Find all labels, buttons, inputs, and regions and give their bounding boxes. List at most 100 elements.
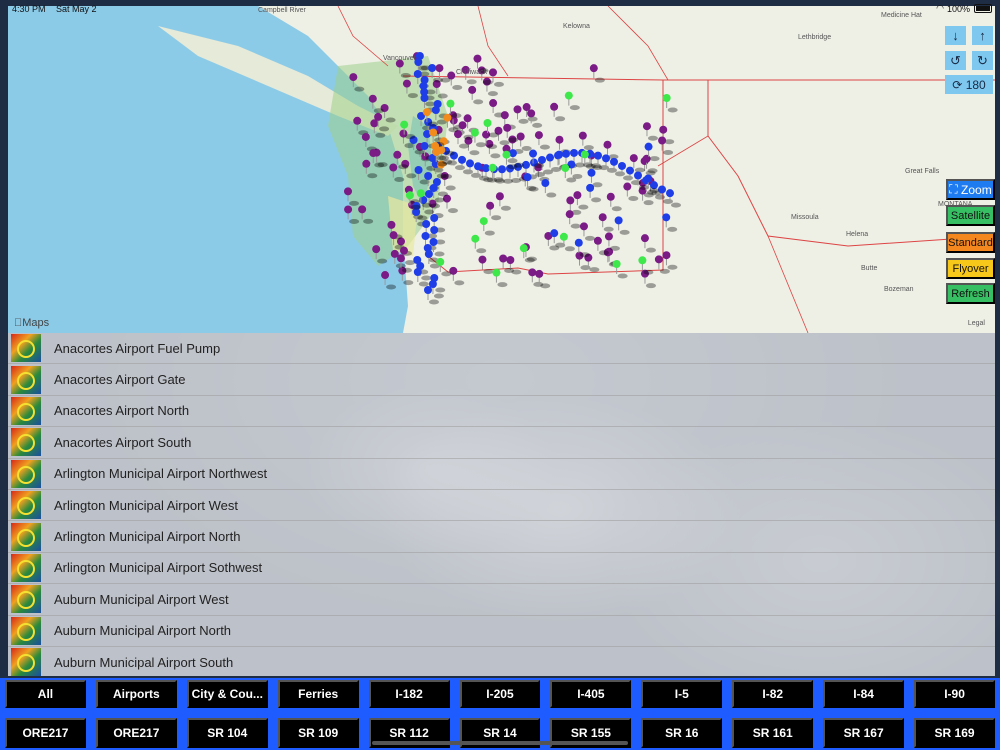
map-pin bbox=[461, 65, 477, 85]
map-pin bbox=[361, 132, 377, 152]
tab-sr-169[interactable]: SR 169 bbox=[914, 718, 995, 748]
map-pin bbox=[640, 234, 656, 253]
bc-region-border-2 bbox=[477, 6, 509, 77]
map-pin bbox=[458, 121, 474, 140]
map-pin bbox=[429, 184, 445, 203]
map-view[interactable]: Campbell River Kelowna Vancouver Chilliw… bbox=[8, 6, 995, 333]
map-pin bbox=[416, 189, 432, 208]
list-item[interactable]: Arlington Municipal Airport Sothwest bbox=[8, 552, 995, 585]
rotate-left-button[interactable]: ↺ bbox=[945, 51, 966, 70]
map-pin bbox=[606, 192, 622, 212]
map-canvas[interactable] bbox=[8, 6, 995, 333]
rotate-right-button[interactable]: ↻ bbox=[972, 51, 993, 70]
map-pin bbox=[429, 238, 445, 257]
map-pin bbox=[398, 266, 414, 286]
list-item-label: Auburn Municipal Airport North bbox=[54, 623, 232, 639]
map-pin bbox=[593, 236, 609, 256]
map-pin bbox=[428, 64, 444, 83]
list-item[interactable]: Auburn Municipal Airport North bbox=[8, 615, 995, 647]
refresh-button[interactable]: Refresh bbox=[946, 283, 995, 304]
tab-sr-161[interactable]: SR 161 bbox=[732, 718, 814, 748]
map-pin bbox=[584, 253, 600, 273]
list-item[interactable]: Anacortes Airport North bbox=[8, 395, 995, 428]
zoom-icon: ⛶ bbox=[949, 182, 958, 196]
status-time: 4:30 PM bbox=[12, 4, 46, 14]
tab-i-205[interactable]: I-205 bbox=[459, 680, 541, 708]
tab-i-90[interactable]: I-90 bbox=[914, 680, 995, 708]
map-pin bbox=[439, 137, 455, 156]
tab-all[interactable]: All bbox=[5, 680, 86, 708]
legal-link[interactable]: Legal bbox=[967, 320, 985, 327]
list-item[interactable]: Auburn Municipal Airport South bbox=[8, 646, 995, 676]
list-item[interactable]: Anacortes Airport Gate bbox=[8, 364, 995, 396]
list-item[interactable]: Arlington Municipal Airport Northwest bbox=[8, 458, 995, 490]
map-label-medicine-hat: Medicine Hat bbox=[881, 12, 922, 19]
map-label-chilliwack: Chilliwack bbox=[456, 69, 488, 76]
map-pin bbox=[586, 183, 602, 203]
list-item[interactable]: Arlington Municipal Airport North bbox=[8, 521, 995, 553]
map-pin bbox=[589, 64, 605, 83]
list-item[interactable]: Auburn Municipal Airport West bbox=[8, 584, 995, 616]
map-pin bbox=[604, 232, 620, 251]
map-pin bbox=[368, 94, 384, 114]
tab-sr-16[interactable]: SR 16 bbox=[641, 718, 723, 748]
move-down-button[interactable]: ↓ bbox=[945, 26, 966, 45]
map-label-helena: Helena bbox=[846, 231, 869, 238]
map-pin bbox=[573, 191, 589, 210]
location-list[interactable]: Anacortes Airport Fuel Pump Anacortes Air… bbox=[8, 333, 995, 676]
map-pin bbox=[506, 256, 522, 275]
map-pin bbox=[529, 149, 545, 169]
move-up-button[interactable]: ↑ bbox=[972, 26, 993, 45]
tab-ore217[interactable]: ORE217 bbox=[95, 718, 177, 748]
list-item-label: Anacortes Airport Fuel Pump bbox=[54, 340, 221, 356]
map-pin bbox=[432, 79, 448, 99]
map-pin bbox=[485, 139, 501, 159]
rotate-180-button[interactable]: ⟳ 180 bbox=[945, 75, 993, 94]
map-pin bbox=[468, 85, 484, 105]
list-item-label: Arlington Municipal Airport West bbox=[54, 497, 239, 513]
satellite-button[interactable]: Satellite bbox=[946, 205, 995, 226]
tab-i-405[interactable]: I-405 bbox=[550, 680, 632, 708]
radar-thumbnail-icon bbox=[11, 334, 41, 363]
tab-sr-109[interactable]: SR 109 bbox=[277, 718, 359, 748]
map-pin bbox=[478, 255, 494, 275]
map-pin bbox=[567, 160, 583, 179]
tab-ore217[interactable]: ORE217 bbox=[5, 718, 86, 748]
map-pin bbox=[638, 256, 654, 275]
map-pin bbox=[423, 286, 439, 305]
tab-ferries[interactable]: Ferries bbox=[277, 680, 359, 708]
map-pin bbox=[494, 126, 510, 146]
tab-sr-104[interactable]: SR 104 bbox=[186, 718, 268, 748]
zoom-button[interactable]: ⛶ Zoom bbox=[946, 179, 995, 200]
flyover-button[interactable]: Flyover bbox=[946, 258, 995, 279]
tab-airports[interactable]: Airports bbox=[95, 680, 177, 708]
map-pin bbox=[659, 125, 675, 145]
status-bar: 4:30 PM Sat May 2 ◠ 100% bbox=[0, 0, 1000, 18]
county-border bbox=[657, 135, 709, 167]
map-pin bbox=[603, 140, 619, 160]
list-item[interactable]: Anacortes Airport South bbox=[8, 427, 995, 459]
tab-i-84[interactable]: I-84 bbox=[823, 680, 905, 708]
tab-city-cou[interactable]: City & Cou... bbox=[186, 680, 268, 708]
map-pin bbox=[430, 226, 446, 245]
map-pin bbox=[654, 255, 670, 274]
map-pin bbox=[436, 257, 452, 277]
map-pins bbox=[344, 52, 681, 305]
map-pin bbox=[486, 201, 502, 221]
list-item[interactable]: Anacortes Airport Fuel Pump bbox=[8, 333, 995, 365]
map-pin bbox=[453, 130, 469, 149]
tab-sr-167[interactable]: SR 167 bbox=[823, 718, 905, 748]
map-label-montana: MONTANA bbox=[938, 201, 972, 208]
tab-i-5[interactable]: I-5 bbox=[641, 680, 723, 708]
radar-thumbnail-icon bbox=[11, 585, 41, 614]
map-pin bbox=[638, 186, 654, 206]
tab-i-182[interactable]: I-182 bbox=[368, 680, 450, 708]
map-pin bbox=[437, 160, 453, 179]
tab-i-82[interactable]: I-82 bbox=[732, 680, 814, 708]
map-pin bbox=[658, 136, 674, 156]
map-pin bbox=[440, 171, 456, 191]
standard-button[interactable]: Standard bbox=[946, 232, 995, 253]
map-pin bbox=[393, 150, 409, 170]
list-item-label: Arlington Municipal Airport North bbox=[54, 529, 241, 545]
list-item[interactable]: Arlington Municipal Airport West bbox=[8, 489, 995, 522]
